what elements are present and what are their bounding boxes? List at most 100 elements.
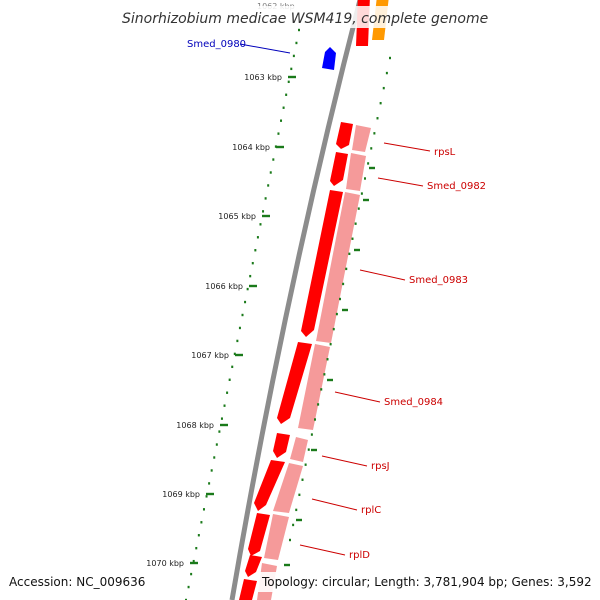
gene-label-leader [311,498,358,511]
gene-arrow-rpsj[interactable] [273,433,290,458]
map-title: Sinorhizobium medicae WSM419, complete g… [122,11,488,27]
tick-dot [187,585,190,589]
tick-dot [385,71,388,75]
major-tick-mark [249,284,257,288]
gene-label[interactable]: Smed_0983 [409,275,468,286]
tick-label: 1067 kbp [191,351,229,360]
cds-block[interactable] [298,344,330,430]
tick-dot [323,373,326,376]
tick-dot [320,388,323,391]
tick-label-group: 1063 kbp 1064 kbp 1065 kbp 1066 kbp 1067 kbp… [146,73,282,568]
major-tick-mark [262,214,270,218]
tick-dot [185,598,187,600]
tick-dot [251,261,254,265]
tick-dot [382,86,385,90]
tick-dot [332,327,335,331]
cds-block[interactable] [316,192,360,343]
gene-arrow[interactable] [239,579,257,600]
tick-dot [267,184,270,187]
tick-label: 1068 kbp [176,421,214,430]
tick-dot [310,433,313,436]
tick-dot [339,297,341,301]
gene-arrow[interactable] [245,555,262,577]
gene-label[interactable]: rpsJ [371,461,390,472]
footer-backdrop-right [258,572,594,592]
gene-track-forward [239,0,389,600]
accession-text: Accession: NC_009636 [9,575,145,589]
tick-dot [220,417,223,420]
major-tick-mark [190,561,198,565]
tick-dot [335,312,338,316]
tick-dot [272,158,275,161]
minor-tick-mark [296,518,302,522]
cds-block[interactable] [346,153,366,191]
gene-arrow-smed-0984[interactable] [277,342,312,424]
gene-arrow-smed-0982[interactable] [330,152,348,186]
tick-dot [226,391,229,394]
gene-label[interactable]: rpsL [434,147,456,158]
tick-dot [195,546,198,550]
tick-label: 1064 kbp [232,143,270,152]
tick-dot [326,358,329,361]
cds-block[interactable] [264,514,289,560]
tick-dot [292,54,295,58]
tick-dot [197,534,200,537]
tick-dot [354,222,357,225]
gene-label[interactable]: Smed_0984 [384,397,443,408]
genome-backbone [229,0,363,600]
tick-dot [376,117,379,120]
gene-label[interactable]: rplC [361,505,381,516]
tick-label: 1069 kbp [162,490,200,499]
gene-label[interactable]: Smed_0980 [187,39,246,50]
gene-arrow-smed-0980[interactable] [322,47,336,70]
tick-dot [370,147,373,150]
tick-dot [274,145,277,148]
tick-label: 1066 kbp [205,282,243,291]
tick-dot [282,106,285,109]
tick-dot [233,352,236,356]
gene-label-leader [359,269,406,281]
gene-arrow-rpsl[interactable] [336,122,353,149]
gene-arrow-rplc[interactable] [254,460,285,511]
gene-label-leader [383,142,431,152]
tick-dot [202,508,205,511]
major-tick-mark [206,492,214,496]
tick-dot [301,478,304,481]
cds-block[interactable] [273,463,303,513]
topology-text: Topology: circular; Length: 3,781,904 bp… [261,575,592,589]
tick-dot [351,237,354,240]
gene-label[interactable]: Smed_0982 [427,181,486,192]
tick-dot [205,495,208,498]
minor-tick-mark [363,198,369,202]
tick-dot [241,313,244,317]
tick-dot [254,249,257,252]
tick-dot [277,132,280,135]
tick-dot [329,342,332,346]
minor-tick-mark [354,248,360,252]
major-tick-mark [288,75,296,79]
major-tick-mark [276,145,284,149]
tick-dot [259,223,262,226]
cds-block[interactable] [352,125,371,152]
tick-dot [360,192,363,195]
tick-dot [231,365,234,369]
tick-dot [292,523,295,527]
tick-dot [262,210,265,213]
tick-dot [213,456,216,459]
cds-block[interactable] [290,437,308,462]
gene-label[interactable]: rplD [349,550,370,561]
tick-dot [345,267,348,271]
tick-dot [208,482,211,485]
tick-dot [238,326,241,330]
tick-dot [314,418,316,421]
tick-dot [289,538,291,542]
tick-label: 1065 kbp [218,212,256,221]
tick-label: 1070 kbp [146,559,184,568]
tick-dot [200,521,203,524]
major-tick-mark [235,353,243,357]
gene-arrow-rpld[interactable] [248,513,270,556]
gene-arrow-smed-0983[interactable] [301,190,343,337]
tick-dot [246,287,249,291]
gene-label-leader [299,544,346,556]
tick-dot [285,93,288,96]
